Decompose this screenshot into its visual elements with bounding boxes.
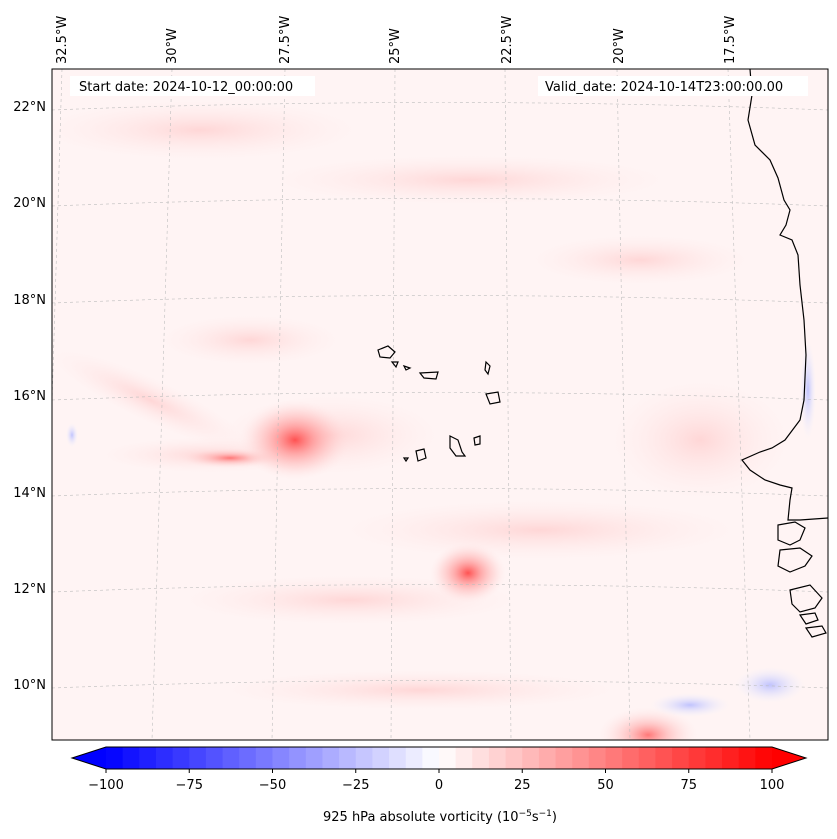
lon-label: 17.5°W (723, 16, 738, 64)
start-date-box (70, 76, 315, 96)
colorbar-cell (588, 747, 606, 769)
map-frame (51, 68, 829, 741)
colorbar-cell (255, 747, 273, 769)
colorbar-tick-label: −25 (342, 778, 369, 793)
vorticity-field (52, 100, 816, 740)
lon-label: 25°W (388, 28, 403, 64)
colorbar-label: 925 hPa absolute vorticity (10−5s−1) (323, 809, 557, 825)
lon-label: 27.5°W (278, 16, 293, 64)
colorbar-cell (222, 747, 240, 769)
lon-label: 20°W (612, 28, 627, 64)
lat-label: 18°N (13, 293, 46, 308)
colorbar-cell (572, 747, 590, 769)
colorbar-label-end: ) (552, 810, 557, 825)
colorbar-label-text: 925 hPa absolute vorticity (10 (323, 810, 519, 825)
vorticity-maximum-2 (430, 543, 506, 603)
colorbar-cell (522, 747, 540, 769)
colorbar-cell (538, 747, 557, 769)
colorbar-cell (622, 747, 640, 769)
colorbar-cell (555, 747, 573, 769)
colorbar-cells (106, 747, 773, 769)
lon-label: 22.5°W (500, 16, 515, 64)
colorbar-ticks: −100 −75 −50 −25 0 25 50 75 100 (88, 769, 784, 793)
colorbar-cell (439, 747, 457, 769)
colorbar-cell (605, 747, 623, 769)
colorbar-cell (155, 747, 174, 769)
colorbar-tick-label: 0 (435, 778, 443, 793)
lon-label: 30°W (165, 28, 180, 64)
colorbar-cell (389, 747, 407, 769)
colorbar-tick-label: 100 (760, 778, 785, 793)
colorbar-cell (422, 747, 440, 769)
colorbar-cell (505, 747, 523, 769)
colorbar-cell (472, 747, 490, 769)
valid-date-box (538, 76, 808, 96)
map-gridlines (52, 69, 828, 740)
colorbar-extend-high (772, 747, 806, 769)
colorbar-cell (755, 747, 773, 769)
colorbar-cell (289, 747, 307, 769)
colorbar-cell (705, 747, 723, 769)
colorbar-label-unit: s (532, 810, 539, 825)
colorbar-cell (455, 747, 473, 769)
lat-label: 12°N (13, 582, 46, 597)
colorbar-tick-label: 50 (597, 778, 614, 793)
colorbar-cell (272, 747, 290, 769)
colorbar-cell (722, 747, 740, 769)
african-coastline (741, 69, 828, 521)
lat-label: 10°N (13, 678, 46, 693)
colorbar-cell (372, 747, 390, 769)
colorbar-cell (688, 747, 706, 769)
negative-vorticity-patch (800, 340, 816, 440)
colorbar-cell (239, 747, 257, 769)
colorbar-tick-label: 75 (680, 778, 697, 793)
colorbar-cell (355, 747, 373, 769)
coastline (377, 69, 828, 638)
colorbar-cell (672, 747, 690, 769)
colorbar-tick-label: 25 (514, 778, 531, 793)
colorbar-cell (339, 747, 357, 769)
colorbar-cell (205, 747, 224, 769)
valid-date-label: Valid_date: 2024-10-14T23:00:00.00 (545, 80, 783, 95)
colorbar-cell (655, 747, 673, 769)
lat-label: 20°N (13, 196, 46, 211)
colorbar-cell (305, 747, 323, 769)
colorbar-extend-low (72, 747, 106, 769)
colorbar-tick-label: −100 (88, 778, 124, 793)
colorbar-cell (139, 747, 157, 769)
colorbar-cell (738, 747, 756, 769)
colorbar-cell (189, 747, 207, 769)
lat-label: 14°N (13, 486, 46, 501)
colorbar-cell (106, 747, 124, 769)
colorbar-cell (488, 747, 507, 769)
colorbar-label-exp2: −1 (539, 809, 552, 819)
start-date-label: Start date: 2024-10-12_00:00:00 (79, 80, 293, 95)
colorbar-tick-label: −75 (176, 778, 203, 793)
vorticity-maximum-1 (240, 400, 350, 480)
colorbar-tick-label: −50 (259, 778, 286, 793)
lon-label: 32.5°W (55, 16, 70, 64)
colorbar-cell (638, 747, 656, 769)
colorbar-label-exp1: −5 (519, 809, 532, 819)
map-plot-area (52, 69, 828, 740)
colorbar-cell (405, 747, 423, 769)
colorbar-cell (122, 747, 140, 769)
colorbar-cell (172, 747, 190, 769)
cape-verde-islands (377, 345, 501, 463)
colorbar: −100 −75 −50 −25 0 25 50 75 100 925 hPa absolute… (70, 746, 808, 825)
lat-label: 16°N (13, 389, 46, 404)
colorbar-cell (322, 747, 340, 769)
latitude-labels: 22°N 20°N 18°N 16°N 14°N 12°N 10°N (13, 100, 46, 693)
longitude-labels: 32.5°W 30°W 27.5°W 25°W 22.5°W 20°W 17.5… (55, 16, 738, 64)
lat-label: 22°N (13, 100, 46, 115)
